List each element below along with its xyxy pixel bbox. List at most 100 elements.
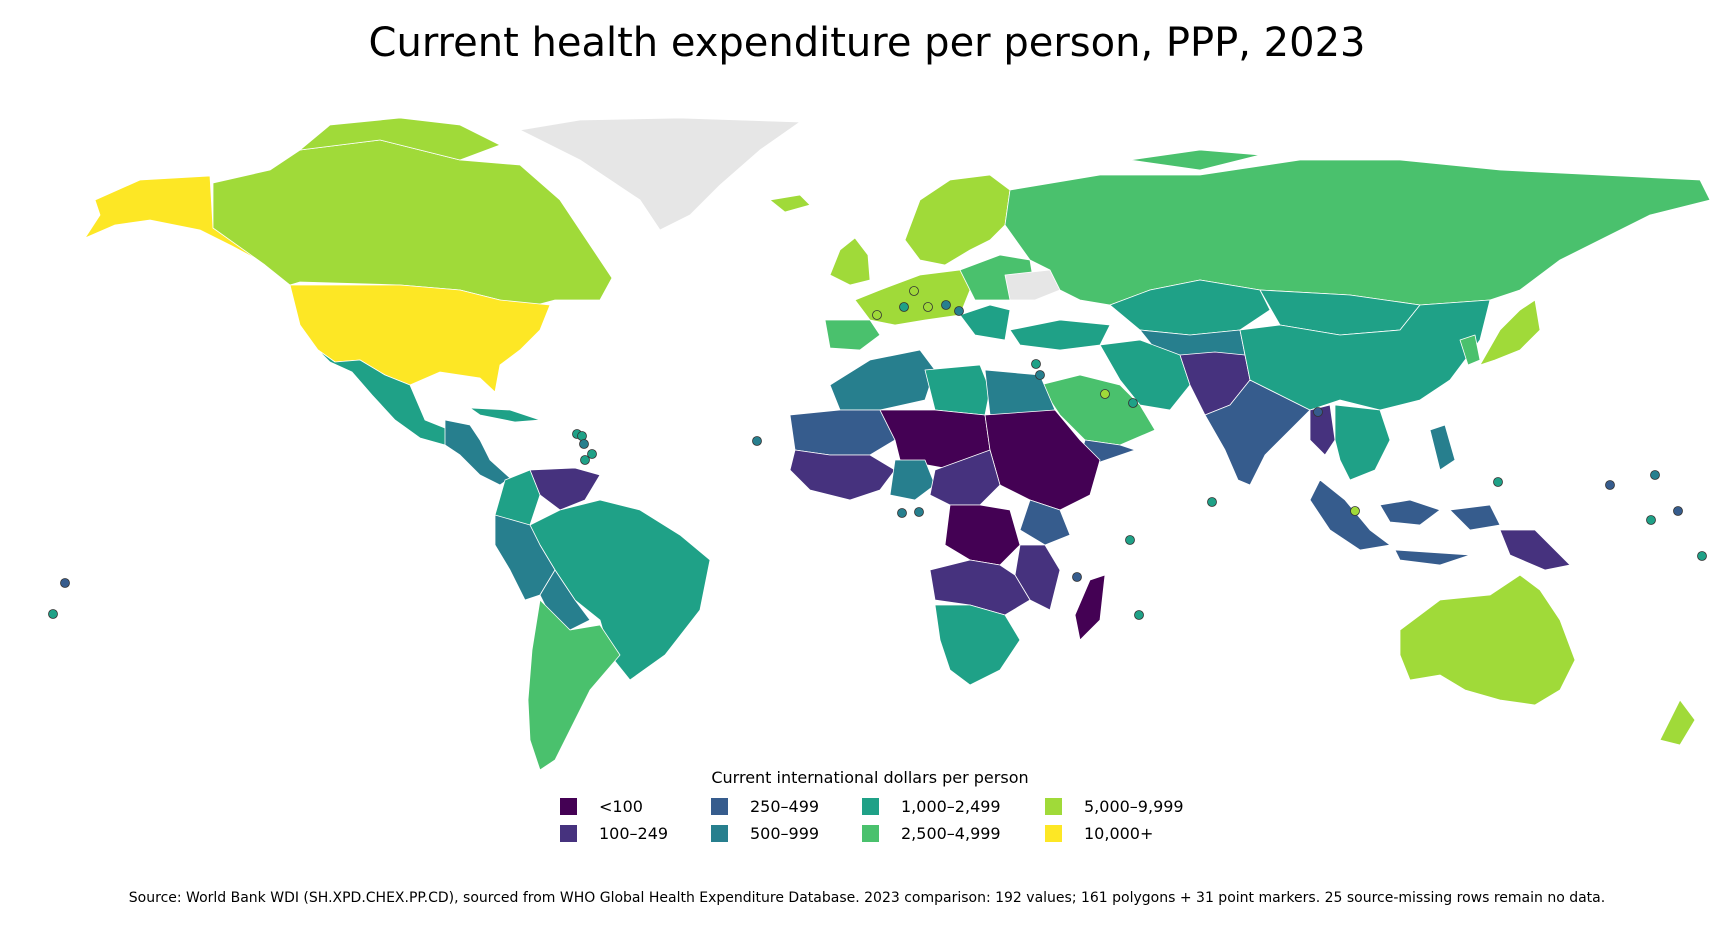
legend-swatch	[1045, 798, 1062, 815]
legend-label: 2,500–4,999	[901, 824, 1001, 843]
region-scandinavia	[904, 174, 1011, 266]
region-madagascar	[1074, 574, 1106, 641]
legend-item: 250–499	[711, 793, 862, 820]
region-cuba	[469, 407, 541, 423]
map-marker	[1207, 497, 1217, 507]
legend-item: 100–249	[560, 820, 711, 847]
map-marker	[1493, 477, 1503, 487]
region-west-africa	[789, 449, 896, 501]
map-marker	[1697, 551, 1707, 561]
legend-label: 100–249	[599, 824, 669, 843]
region-russia-arctic	[1129, 149, 1261, 171]
region-greenland	[519, 117, 801, 231]
map-marker	[577, 431, 587, 441]
map-marker	[923, 302, 933, 312]
region-myanmar	[1309, 404, 1336, 456]
legend-label: 5,000–9,999	[1084, 797, 1184, 816]
region-philippines	[1429, 424, 1456, 471]
region-balkans	[959, 304, 1011, 341]
legend-swatch	[711, 798, 728, 815]
region-drc	[944, 504, 1021, 566]
map-marker	[60, 578, 70, 588]
map-marker	[1646, 515, 1656, 525]
legend-swatch	[560, 825, 577, 842]
map-marker	[1128, 398, 1138, 408]
map-marker	[1605, 480, 1615, 490]
legend-item: 500–999	[711, 820, 862, 847]
region-angola-zambia	[929, 559, 1031, 616]
region-nigeria	[889, 459, 936, 501]
region-china	[1239, 299, 1491, 411]
map-marker	[580, 455, 590, 465]
legend-label: 10,000+	[1084, 824, 1154, 843]
legend-item: <100	[560, 793, 711, 820]
region-india	[1204, 379, 1311, 486]
legend-label: 500–999	[750, 824, 820, 843]
map-marker	[941, 300, 951, 310]
country-polygons	[84, 117, 1711, 770]
region-canada-arctic	[299, 117, 501, 161]
region-usa	[289, 284, 551, 393]
map-marker	[1035, 370, 1045, 380]
region-australia	[1399, 574, 1576, 706]
world-map	[48, 117, 1711, 770]
region-canada	[212, 139, 613, 309]
region-new-zealand	[1659, 699, 1696, 746]
map-marker	[914, 507, 924, 517]
region-uk-ireland	[829, 237, 871, 286]
region-central-america	[444, 419, 511, 486]
point-markers	[48, 286, 1707, 620]
map-marker	[899, 302, 909, 312]
legend-label: 250–499	[750, 797, 820, 816]
map-marker	[1313, 407, 1323, 417]
legend-swatch	[1045, 825, 1062, 842]
legend-swatch	[711, 825, 728, 842]
map-marker	[587, 449, 597, 459]
region-korea	[1459, 334, 1481, 366]
region-maghreb	[829, 349, 936, 411]
map-marker	[1650, 470, 1660, 480]
map-marker	[909, 286, 919, 296]
map-marker	[1031, 359, 1041, 369]
region-japan	[1479, 299, 1541, 366]
region-mauritania-mali	[789, 409, 896, 456]
legend-title: Current international dollars per person	[711, 768, 1029, 787]
legend-item: 10,000+	[1045, 820, 1205, 847]
source-note: Source: World Bank WDI (SH.XPD.CHEX.PP.C…	[128, 890, 1606, 906]
region-argentina-chile	[527, 599, 621, 770]
region-alaska	[84, 175, 263, 263]
region-png	[1499, 529, 1571, 571]
map-marker	[1125, 535, 1135, 545]
map-marker	[954, 306, 964, 316]
region-iceland	[769, 194, 811, 213]
map-marker	[1134, 610, 1144, 620]
legend-swatch	[560, 798, 577, 815]
map-marker	[1072, 572, 1082, 582]
map-marker	[1673, 506, 1683, 516]
region-iberia	[824, 319, 881, 351]
legend-label: 1,000–2,499	[901, 797, 1001, 816]
map-marker	[897, 508, 907, 518]
region-southern-africa	[934, 604, 1021, 686]
region-western-europe	[854, 269, 971, 326]
region-iran	[1099, 339, 1191, 411]
map-marker	[1100, 389, 1110, 399]
map-marker	[1350, 506, 1360, 516]
map-title: Current health expenditure per person, P…	[368, 20, 1366, 66]
legend-label: <100	[599, 797, 643, 816]
region-kenya	[1019, 499, 1071, 546]
legend-item: 1,000–2,499	[862, 793, 1045, 820]
legend: Current international dollars per person…	[560, 768, 1220, 847]
map-marker	[752, 436, 762, 446]
region-indonesia	[1309, 479, 1501, 566]
legend-item: 2,500–4,999	[862, 820, 1045, 847]
map-marker	[48, 609, 58, 619]
legend-items: <100 100–249 250–499 500–999 1,000–2,499…	[560, 793, 1220, 847]
legend-swatch	[862, 825, 879, 842]
map-marker	[872, 310, 882, 320]
map-marker	[579, 439, 589, 449]
legend-swatch	[862, 798, 879, 815]
region-southeast-asia	[1334, 404, 1391, 481]
region-turkey	[1009, 319, 1111, 351]
region-libya	[924, 364, 991, 416]
